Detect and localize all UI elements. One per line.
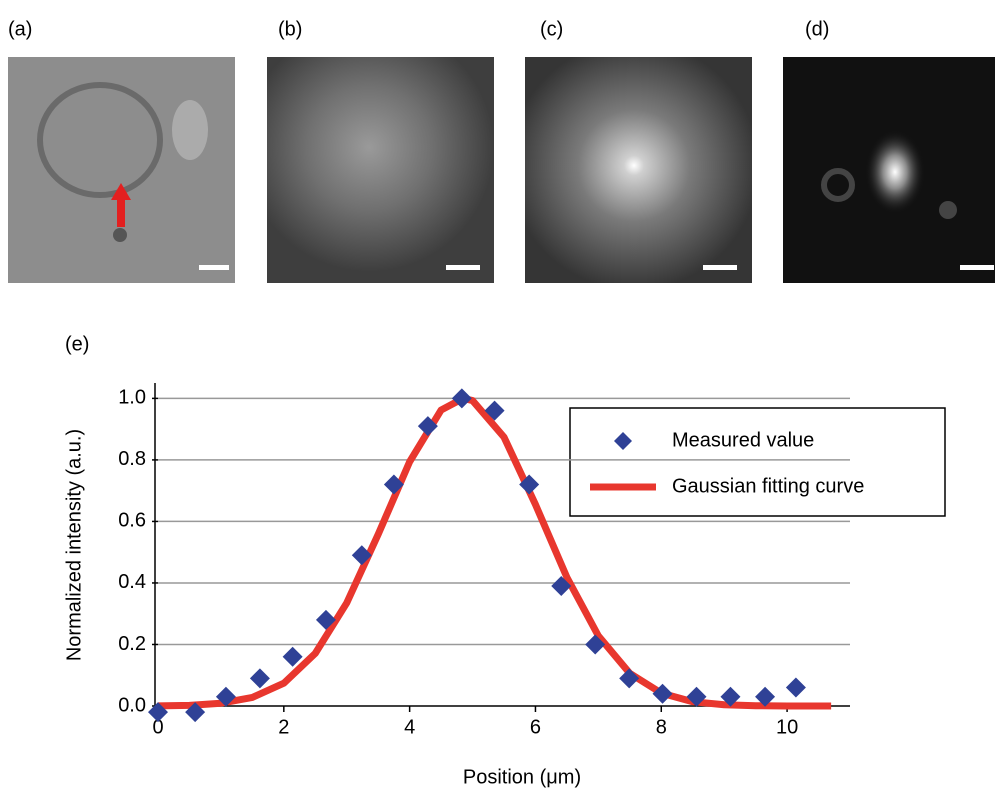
data-point xyxy=(417,416,438,437)
data-point xyxy=(585,634,606,655)
y-tick-label: 0.2 xyxy=(118,633,146,655)
panel-label: (a) xyxy=(8,18,32,40)
data-point xyxy=(686,686,707,707)
data-point xyxy=(148,702,168,723)
data-point xyxy=(282,646,303,667)
panel-a-image xyxy=(8,57,235,283)
data-point xyxy=(619,668,640,689)
panel-d-image xyxy=(783,57,995,283)
data-point xyxy=(755,686,776,707)
data-point xyxy=(484,400,505,421)
y-tick-label: 0.0 xyxy=(118,694,146,716)
x-tick-label: 2 xyxy=(278,716,289,738)
x-tick-label: 6 xyxy=(530,716,541,738)
panel-label: (e) xyxy=(65,333,89,355)
legend-box xyxy=(569,407,946,517)
y-tick-label: 0.6 xyxy=(118,510,146,532)
data-point xyxy=(383,474,404,495)
legend-swatch xyxy=(614,432,632,450)
data-point xyxy=(215,686,236,707)
y-tick-label: 1.0 xyxy=(118,387,146,409)
x-tick-label: 8 xyxy=(656,716,667,738)
data-point xyxy=(351,545,372,566)
x-tick-label: 10 xyxy=(776,716,798,738)
data-point xyxy=(451,388,472,409)
data-point xyxy=(652,683,673,704)
data-point xyxy=(785,677,806,698)
data-point xyxy=(519,474,540,495)
legend-label: Gaussian fitting curve xyxy=(672,475,864,497)
panel-b-image xyxy=(267,57,494,283)
data-point xyxy=(551,576,572,597)
data-point xyxy=(185,702,206,723)
x-tick-label: 0 xyxy=(152,716,163,738)
y-tick-label: 0.4 xyxy=(118,571,146,593)
data-point xyxy=(249,668,270,689)
panel-label: (c) xyxy=(540,18,563,40)
panel-label: (b) xyxy=(278,18,302,40)
panel-c-image xyxy=(525,57,752,283)
y-axis-title: Normalized intensity (a.u.) xyxy=(63,429,85,661)
panel-label: (d) xyxy=(805,18,829,40)
legend-label: Measured value xyxy=(672,429,814,451)
x-tick-label: 4 xyxy=(404,716,415,738)
data-point xyxy=(720,686,741,707)
x-axis-title: Position (μm) xyxy=(463,766,581,788)
data-point xyxy=(315,609,336,630)
y-tick-label: 0.8 xyxy=(118,448,146,470)
